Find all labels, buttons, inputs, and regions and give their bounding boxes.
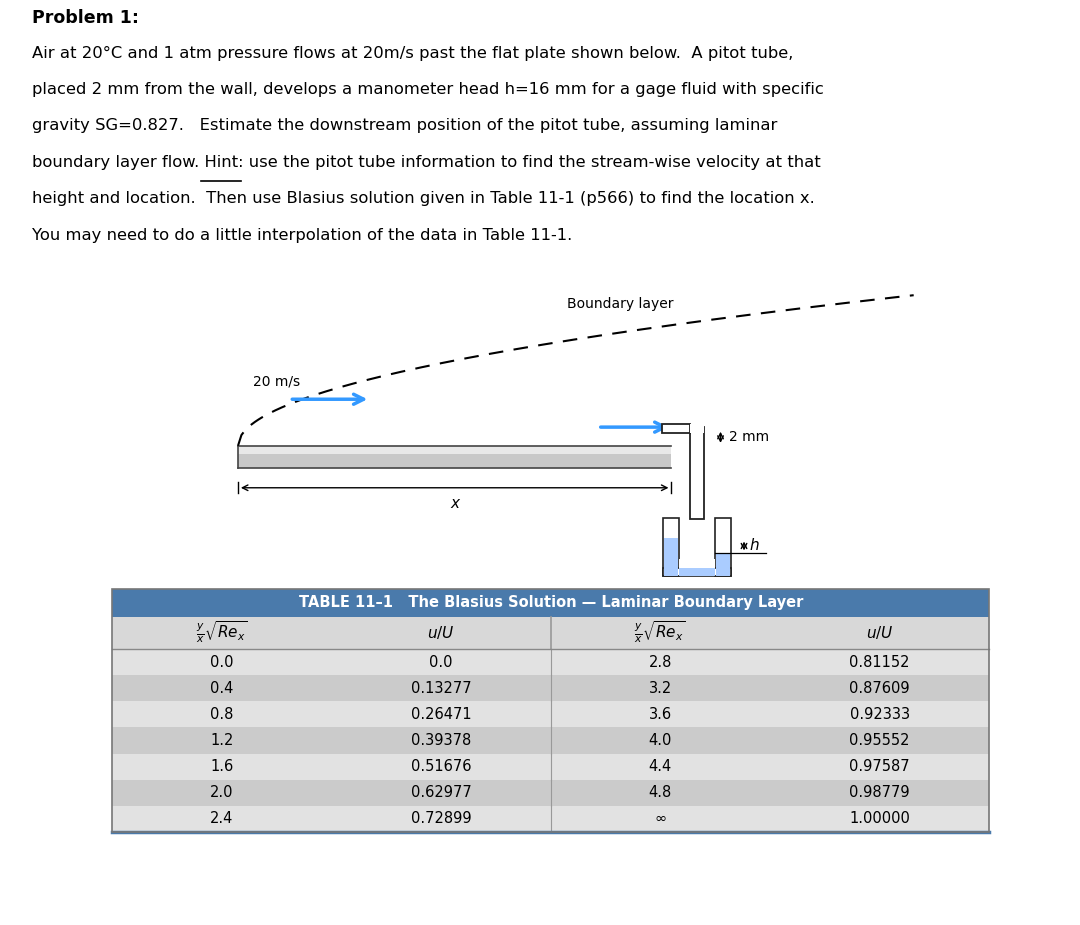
Bar bbox=[112, 617, 989, 649]
Text: TABLE 11–1   The Blasius Solution — Laminar Boundary Layer: TABLE 11–1 The Blasius Solution — Lamina… bbox=[298, 596, 804, 611]
Text: 0.51676: 0.51676 bbox=[411, 759, 472, 774]
Bar bbox=[112, 589, 989, 832]
Bar bbox=[715, 518, 731, 576]
Bar bbox=[662, 425, 690, 433]
Text: 0.4: 0.4 bbox=[211, 681, 233, 696]
Text: boundary layer flow. Hint: use the pitot tube information to find the stream-wis: boundary layer flow. Hint: use the pitot… bbox=[32, 154, 821, 170]
Bar bbox=[112, 780, 551, 806]
Text: 0.0: 0.0 bbox=[211, 655, 233, 670]
Bar bbox=[679, 559, 715, 576]
Bar bbox=[716, 552, 730, 575]
Text: 0.13277: 0.13277 bbox=[410, 681, 472, 696]
Text: 2 mm: 2 mm bbox=[729, 430, 769, 444]
Text: Boundary layer: Boundary layer bbox=[567, 298, 673, 312]
Text: 0.81152: 0.81152 bbox=[849, 655, 909, 670]
Text: gravity SG=0.827.   Estimate the downstream position of the pitot tube, assuming: gravity SG=0.827. Estimate the downstrea… bbox=[32, 118, 778, 133]
Bar bbox=[663, 568, 731, 576]
Text: You may need to do a little interpolation of the data in Table 11-1.: You may need to do a little interpolatio… bbox=[32, 228, 572, 242]
Text: $\frac{y}{x}\sqrt{Re_x}$: $\frac{y}{x}\sqrt{Re_x}$ bbox=[197, 620, 248, 645]
Text: 0.72899: 0.72899 bbox=[410, 811, 472, 826]
Bar bbox=[112, 701, 551, 727]
Text: 0.62977: 0.62977 bbox=[410, 785, 472, 800]
Text: 0.0: 0.0 bbox=[430, 655, 453, 670]
Bar bbox=[112, 806, 551, 832]
Text: $u/U$: $u/U$ bbox=[866, 623, 893, 641]
Text: 0.39378: 0.39378 bbox=[411, 733, 471, 748]
Text: 3.6: 3.6 bbox=[649, 707, 672, 722]
Text: 3.2: 3.2 bbox=[649, 681, 672, 696]
Text: x: x bbox=[450, 496, 459, 511]
Bar bbox=[690, 425, 704, 433]
Bar bbox=[551, 780, 989, 806]
Text: $\frac{y}{x}\sqrt{Re_x}$: $\frac{y}{x}\sqrt{Re_x}$ bbox=[634, 620, 687, 645]
Bar bbox=[679, 568, 715, 575]
Text: placed 2 mm from the wall, develops a manometer head h=16 mm for a gage fluid wi: placed 2 mm from the wall, develops a ma… bbox=[32, 82, 824, 97]
Text: 0.87609: 0.87609 bbox=[849, 681, 909, 696]
Bar bbox=[551, 806, 989, 832]
Bar bbox=[690, 426, 704, 519]
Text: height and location.  Then use Blasius solution given in Table 11-1 (p566) to fi: height and location. Then use Blasius so… bbox=[32, 191, 815, 206]
Text: Problem 1:: Problem 1: bbox=[32, 9, 139, 27]
Text: 0.26471: 0.26471 bbox=[410, 707, 472, 722]
Text: Air at 20°C and 1 atm pressure flows at 20m/s past the flat plate shown below.  : Air at 20°C and 1 atm pressure flows at … bbox=[32, 45, 794, 61]
Bar bbox=[551, 675, 989, 701]
Bar bbox=[112, 649, 551, 675]
Text: 4.8: 4.8 bbox=[649, 785, 672, 800]
Bar bbox=[238, 446, 672, 468]
Bar bbox=[551, 727, 989, 754]
Text: 1.2: 1.2 bbox=[211, 733, 233, 748]
Text: 20 m/s: 20 m/s bbox=[253, 375, 300, 388]
Bar bbox=[551, 649, 989, 675]
Bar bbox=[663, 518, 679, 576]
Text: ∞: ∞ bbox=[654, 811, 666, 826]
Text: 4.4: 4.4 bbox=[649, 759, 672, 774]
Text: 0.98779: 0.98779 bbox=[849, 785, 909, 800]
Text: 0.92333: 0.92333 bbox=[850, 707, 909, 722]
Bar bbox=[112, 675, 551, 701]
Bar bbox=[551, 754, 989, 780]
Text: 0.97587: 0.97587 bbox=[849, 759, 909, 774]
Text: 4.0: 4.0 bbox=[649, 733, 672, 748]
Bar bbox=[112, 589, 989, 617]
Text: h: h bbox=[750, 538, 759, 553]
Text: 1.00000: 1.00000 bbox=[849, 811, 910, 826]
Text: 2.4: 2.4 bbox=[211, 811, 233, 826]
Bar bbox=[112, 727, 551, 754]
Text: 2.8: 2.8 bbox=[649, 655, 672, 670]
Bar bbox=[238, 446, 672, 453]
Bar bbox=[551, 701, 989, 727]
Text: $u/U$: $u/U$ bbox=[428, 623, 455, 641]
Text: 2.0: 2.0 bbox=[211, 785, 233, 800]
Text: 0.8: 0.8 bbox=[211, 707, 233, 722]
Bar bbox=[112, 754, 551, 780]
Text: 1.6: 1.6 bbox=[211, 759, 233, 774]
Bar bbox=[664, 538, 678, 575]
Text: 0.95552: 0.95552 bbox=[849, 733, 909, 748]
